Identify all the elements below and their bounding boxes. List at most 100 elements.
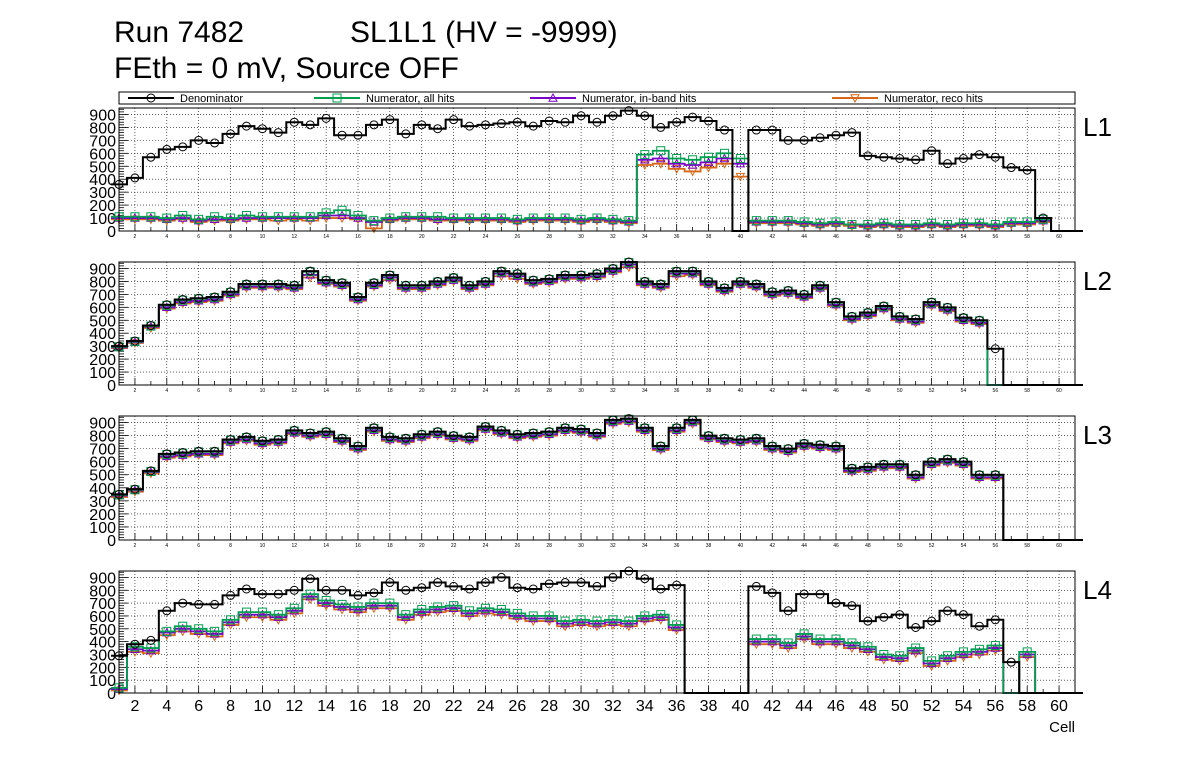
data-point [703, 157, 714, 167]
data-point [130, 644, 140, 654]
data-point [385, 598, 395, 608]
data-point [990, 470, 1000, 480]
x-tick-label: 24 [477, 698, 495, 715]
x-tick-label: 2 [134, 388, 137, 394]
y-tick-label: 600 [89, 300, 116, 317]
data-point [974, 621, 984, 631]
data-point [289, 603, 299, 613]
y-tick-label: 500 [89, 622, 116, 639]
x-tick-label: 4 [165, 234, 168, 240]
data-point [162, 449, 172, 459]
x-tick-label: 58 [1018, 698, 1036, 715]
data-point [847, 220, 857, 230]
data-point [608, 617, 618, 627]
layer-label: L3 [1083, 420, 1112, 450]
data-point [608, 615, 618, 625]
panel-frame [118, 570, 1076, 694]
data-point [448, 603, 459, 612]
data-point [895, 651, 905, 661]
data-point [751, 433, 761, 443]
y-tick-label: 0 [107, 224, 116, 241]
data-point [385, 600, 395, 610]
data-point [767, 289, 778, 299]
data-point [640, 574, 650, 584]
data-point [273, 437, 284, 446]
x-tick-label: 16 [349, 698, 367, 715]
data-point [305, 574, 315, 584]
x-tick-label: 14 [323, 543, 329, 549]
data-point [194, 135, 204, 145]
data-point [704, 431, 714, 441]
x-tick-label: 14 [317, 698, 335, 715]
y-tick-label: 300 [89, 647, 116, 664]
data-point [544, 429, 555, 438]
data-point [767, 216, 777, 226]
data-point [161, 451, 172, 461]
data-point [448, 275, 459, 284]
data-point [178, 448, 188, 458]
data-point [719, 148, 729, 158]
data-point [847, 311, 857, 321]
series-numerator-all-hits [111, 414, 1083, 541]
y-tick-label: 700 [89, 596, 116, 613]
data-point [193, 295, 204, 305]
data-point [640, 111, 650, 121]
data-point [847, 313, 857, 323]
series-numerator-reco-hits [111, 595, 1083, 696]
data-point [210, 599, 220, 609]
data-point [831, 598, 841, 608]
data-point [560, 618, 570, 628]
data-point [257, 607, 267, 617]
data-point [544, 213, 554, 223]
data-point [942, 304, 953, 314]
data-point [927, 297, 937, 307]
data-point [894, 313, 905, 323]
data-point [480, 605, 491, 615]
y-tick-label: 600 [89, 146, 116, 163]
data-point [624, 616, 634, 626]
x-tick-label: 48 [865, 234, 871, 240]
data-point [321, 210, 331, 220]
data-point [719, 435, 730, 445]
data-point [194, 624, 204, 634]
x-tick-label: 4 [165, 543, 168, 549]
data-point [624, 216, 634, 226]
x-tick-label: 20 [419, 234, 425, 240]
data-point [958, 459, 969, 468]
data-point [337, 278, 347, 288]
data-point [241, 279, 251, 289]
data-point [576, 578, 586, 588]
data-point [1022, 217, 1032, 227]
legend-label-3: Numerator, in-band hits [582, 93, 697, 105]
data-point [592, 581, 602, 591]
x-tick-label: 32 [610, 234, 616, 240]
x-tick-label: 50 [897, 543, 903, 549]
data-point [146, 635, 156, 645]
chamber-title: SL1L1 (HV = -9999) [350, 16, 618, 49]
x-tick-label: 48 [859, 698, 877, 715]
x-tick-label: 8 [229, 388, 232, 394]
data-point [496, 266, 506, 276]
x-tick-label: 22 [451, 543, 457, 549]
data-point [225, 617, 236, 627]
y-tick-label: 300 [89, 494, 116, 511]
data-point [528, 428, 538, 438]
data-point [639, 161, 650, 170]
x-tick-label: 6 [197, 234, 200, 240]
data-point [704, 116, 714, 126]
data-point [369, 588, 379, 598]
data-point [241, 281, 252, 291]
data-point [210, 446, 220, 456]
panel-frame [118, 107, 1076, 232]
data-point [162, 213, 172, 223]
data-point [624, 259, 634, 269]
data-point [385, 434, 395, 444]
y-tick-label: 700 [89, 287, 116, 304]
data-point [624, 106, 634, 116]
x-tick-label: 28 [546, 543, 552, 549]
data-point [480, 578, 490, 588]
data-point [831, 217, 841, 227]
data-point [990, 640, 1000, 650]
